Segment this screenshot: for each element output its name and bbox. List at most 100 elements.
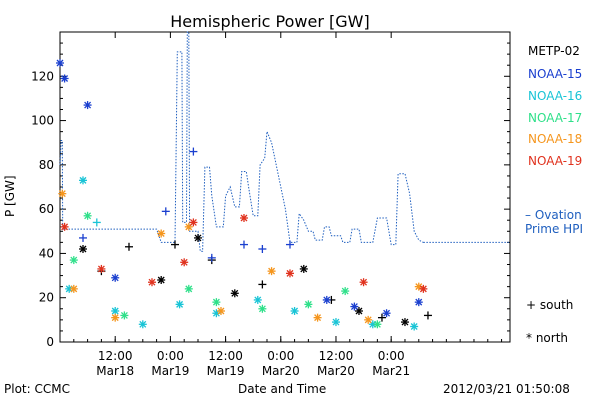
point-noaa-16-south [92,218,101,227]
point-noaa-19-north [97,264,106,273]
point-noaa-19-north [189,218,198,227]
point-noaa-18-north [267,267,276,276]
point-noaa-15-south [161,207,170,216]
ovation-prime-hpi-polyline [59,31,424,252]
point-metp-02-north [230,289,239,298]
point-noaa-17-north [373,320,382,329]
point-noaa-15-north [350,302,359,311]
point-noaa-15-north [111,273,120,282]
point-noaa-15-south [239,240,248,249]
point-noaa-15-north [60,74,69,83]
point-metp-02-north [400,318,409,327]
point-noaa-19-north [147,278,156,287]
point-metp-02-north [78,245,87,253]
x-tick-label-time: 0:00 [267,349,294,363]
point-noaa-16-north [111,307,120,315]
point-noaa-15-south [189,147,198,156]
x-tick-label-time: 12:00 [98,349,133,363]
x-tick-label-time: 0:00 [378,349,405,363]
point-noaa-15-north [83,101,92,110]
point-noaa-16-north [175,300,184,309]
chart-title: Hemispheric Power [GW] [170,12,370,31]
y-tick-label: 20 [39,291,54,305]
y-tick-label: 100 [31,114,54,128]
point-noaa-17-north [341,287,350,296]
point-metp-02-north [157,276,166,284]
data-points [56,59,432,331]
y-tick-label: 120 [31,69,54,83]
point-noaa-15-south [258,245,267,253]
x-axis-label: Date and Time [238,382,327,396]
point-noaa-16-north [138,320,147,329]
point-noaa-17-north [212,298,221,307]
point-noaa-15-north [322,295,331,304]
point-noaa-19-north [359,278,368,287]
legend-ovation-line1: – Ovation [525,208,582,222]
y-tick-label: 0 [46,335,54,349]
point-noaa-15-south [285,240,294,249]
point-metp-02-south [258,280,267,289]
point-metp-02-north [299,264,308,273]
point-noaa-15-south [207,253,216,262]
point-metp-02-south [377,313,386,322]
point-noaa-16-north [290,307,299,315]
plot-axes: 02040608010012012:00Mar180:00Mar1912:00M… [31,31,511,378]
point-metp-02-north [193,233,202,242]
legend-item-noaa-16: NOAA-16 [528,89,583,103]
point-noaa-18-north [157,229,166,238]
plot-frame [59,31,511,343]
point-noaa-17-north [184,284,193,293]
legend-south-symbol: + south [526,298,574,312]
point-noaa-18-north [364,315,373,324]
y-tick-label: 60 [39,202,54,216]
point-metp-02-south [124,242,133,251]
x-tick-label-date: Mar20 [262,364,300,378]
point-noaa-16-north [253,295,262,304]
x-tick-label-time: 12:00 [319,349,354,363]
point-noaa-18-north [69,284,78,293]
legend-north-symbol: * north [526,331,569,345]
x-tick-label-date: Mar19 [207,364,245,378]
legend-item-metp-02: METP-02 [528,44,580,58]
point-noaa-19-north [60,222,69,231]
point-noaa-17-north [258,304,267,313]
point-noaa-15-north [382,309,391,318]
x-tick-label-date: Mar19 [151,364,189,378]
y-tick-label: 40 [39,246,54,260]
point-noaa-16-north [331,318,340,327]
point-metp-02-south [423,311,432,320]
point-noaa-16-north [78,176,87,185]
point-noaa-17-north [69,256,78,265]
y-tick-label: 80 [39,158,54,172]
point-metp-02-south [170,240,179,249]
x-tick-label-date: Mar18 [96,364,134,378]
legend-item-noaa-19: NOAA-19 [528,154,583,168]
point-noaa-16-north [410,322,419,331]
footer-timestamp: 2012/03/21 01:50:08 [443,382,570,396]
point-noaa-19-north [180,258,189,267]
point-noaa-18-north [111,313,120,322]
point-noaa-17-north [83,211,92,220]
x-tick-label-time: 0:00 [157,349,184,363]
legend-ovation-line2: Prime HPI [525,222,583,236]
point-noaa-18-north [58,189,67,198]
point-noaa-15-north [56,59,64,67]
point-noaa-17-north [304,300,313,309]
point-noaa-18-north [313,313,322,322]
point-noaa-15-north [414,298,423,307]
y-axis-label: P [GW] [3,175,17,217]
point-noaa-19-north [239,214,248,222]
legend-item-noaa-15: NOAA-15 [528,67,583,81]
x-tick-label-date: Mar21 [372,364,410,378]
x-tick-label-date: Mar20 [317,364,355,378]
legend-item-noaa-18: NOAA-18 [528,132,583,146]
x-tick-label-time: 12:00 [208,349,243,363]
point-noaa-15-south [78,233,87,242]
point-noaa-19-north [285,269,294,278]
legend-item-noaa-17: NOAA-17 [528,111,583,125]
point-metp-02-north [354,307,363,315]
ovation-prime-hpi-line [59,31,510,252]
point-noaa-17-north [120,311,129,320]
point-noaa-19-north [419,284,428,293]
